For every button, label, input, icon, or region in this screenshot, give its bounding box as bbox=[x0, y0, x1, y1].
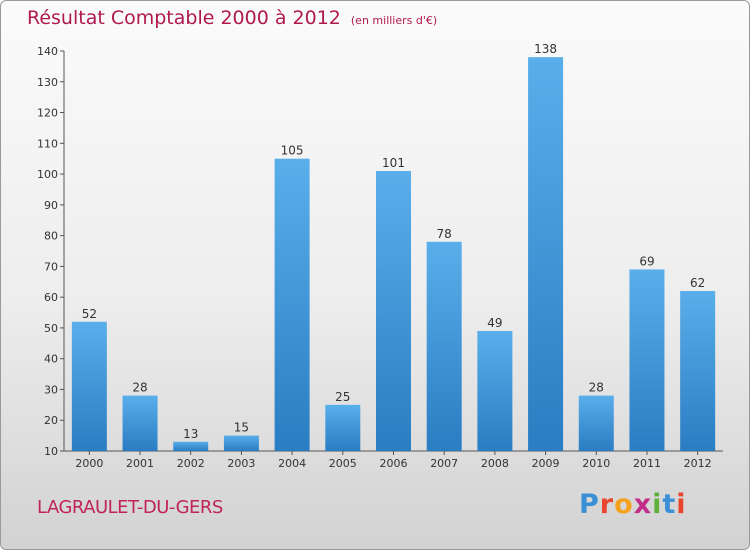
x-tick-label-2001: 2001 bbox=[126, 457, 154, 470]
x-tick-label-2005: 2005 bbox=[329, 457, 357, 470]
chart-unit: (en milliers d'€) bbox=[350, 14, 438, 27]
y-tick-label: 130 bbox=[37, 76, 58, 89]
bar-2007 bbox=[426, 241, 462, 451]
y-tick-label: 120 bbox=[37, 107, 58, 120]
value-labels: 52 28 13 15 105 25 101 78 49 138 28 69 62 bbox=[82, 42, 706, 441]
chart-title-text: Résultat Comptable 2000 à 2012 bbox=[27, 7, 341, 29]
value-label-2001: 28 bbox=[132, 381, 147, 395]
value-label-2003: 15 bbox=[234, 421, 249, 435]
bar-2000 bbox=[71, 321, 107, 451]
y-tick-label: 30 bbox=[44, 383, 58, 396]
y-tick-label: 100 bbox=[37, 168, 58, 181]
value-label-2009: 138 bbox=[534, 42, 557, 56]
y-tick-label: 90 bbox=[44, 199, 58, 212]
value-label-2007: 78 bbox=[437, 227, 452, 241]
x-tick-label-2003: 2003 bbox=[227, 457, 255, 470]
logo-letter: r bbox=[599, 489, 615, 520]
bar-2006 bbox=[376, 171, 411, 451]
x-tick-label-2007: 2007 bbox=[430, 457, 458, 470]
logo-letter: P bbox=[579, 489, 600, 520]
x-tick-label-2009: 2009 bbox=[532, 457, 560, 470]
value-label-2004: 105 bbox=[281, 144, 304, 158]
proxiti-logo: Proxiti bbox=[579, 489, 687, 520]
y-tick-label: 50 bbox=[44, 322, 58, 335]
bar-2002 bbox=[173, 441, 209, 451]
value-label-2002: 13 bbox=[183, 427, 198, 441]
y-tick-label: 20 bbox=[44, 414, 58, 427]
x-tick-label-2002: 2002 bbox=[177, 457, 205, 470]
x-tick-label-2004: 2004 bbox=[278, 457, 306, 470]
x-tick-label-2000: 2000 bbox=[75, 457, 103, 470]
commune-name: LAGRAULET-DU-GERS bbox=[37, 497, 223, 518]
bars bbox=[71, 57, 716, 452]
value-label-2010: 28 bbox=[589, 381, 604, 395]
y-tick-label: 140 bbox=[37, 45, 58, 58]
logo-letter: i bbox=[676, 489, 687, 520]
y-tick-label: 10 bbox=[44, 445, 58, 458]
value-label-2005: 25 bbox=[335, 390, 350, 404]
logo-letter: i bbox=[652, 489, 663, 520]
bar-2008 bbox=[477, 331, 513, 451]
chart-title: Résultat Comptable 2000 à 2012 (en millie… bbox=[27, 7, 437, 29]
bar-2003 bbox=[223, 435, 259, 451]
bar-2012 bbox=[680, 291, 716, 451]
x-tick-label-2006: 2006 bbox=[380, 457, 408, 470]
value-label-2011: 69 bbox=[639, 254, 654, 268]
bar-2005 bbox=[325, 404, 361, 451]
value-label-2008: 49 bbox=[487, 316, 502, 330]
bar-2004 bbox=[274, 158, 310, 451]
y-tick-label: 80 bbox=[44, 230, 58, 243]
logo-letter: x bbox=[633, 489, 653, 520]
logo-letter: o bbox=[614, 489, 634, 520]
bar-2011 bbox=[629, 269, 665, 451]
y-tick-label: 60 bbox=[44, 291, 58, 304]
value-label-2000: 52 bbox=[82, 307, 97, 321]
logo-letter: t bbox=[662, 489, 677, 520]
y-tick-label: 70 bbox=[44, 260, 58, 273]
x-tick-label-2011: 2011 bbox=[633, 457, 661, 470]
value-label-2012: 62 bbox=[690, 276, 705, 290]
y-tick-label: 110 bbox=[37, 137, 58, 150]
bar-2010 bbox=[578, 395, 614, 451]
x-tick-label-2010: 2010 bbox=[582, 457, 610, 470]
value-label-2006: 101 bbox=[382, 156, 405, 170]
y-tick-label: 40 bbox=[44, 353, 58, 366]
x-tick-label-2008: 2008 bbox=[481, 457, 509, 470]
bar-2009 bbox=[528, 57, 564, 452]
bar-2001 bbox=[122, 395, 158, 451]
x-tick-label-2012: 2012 bbox=[684, 457, 712, 470]
